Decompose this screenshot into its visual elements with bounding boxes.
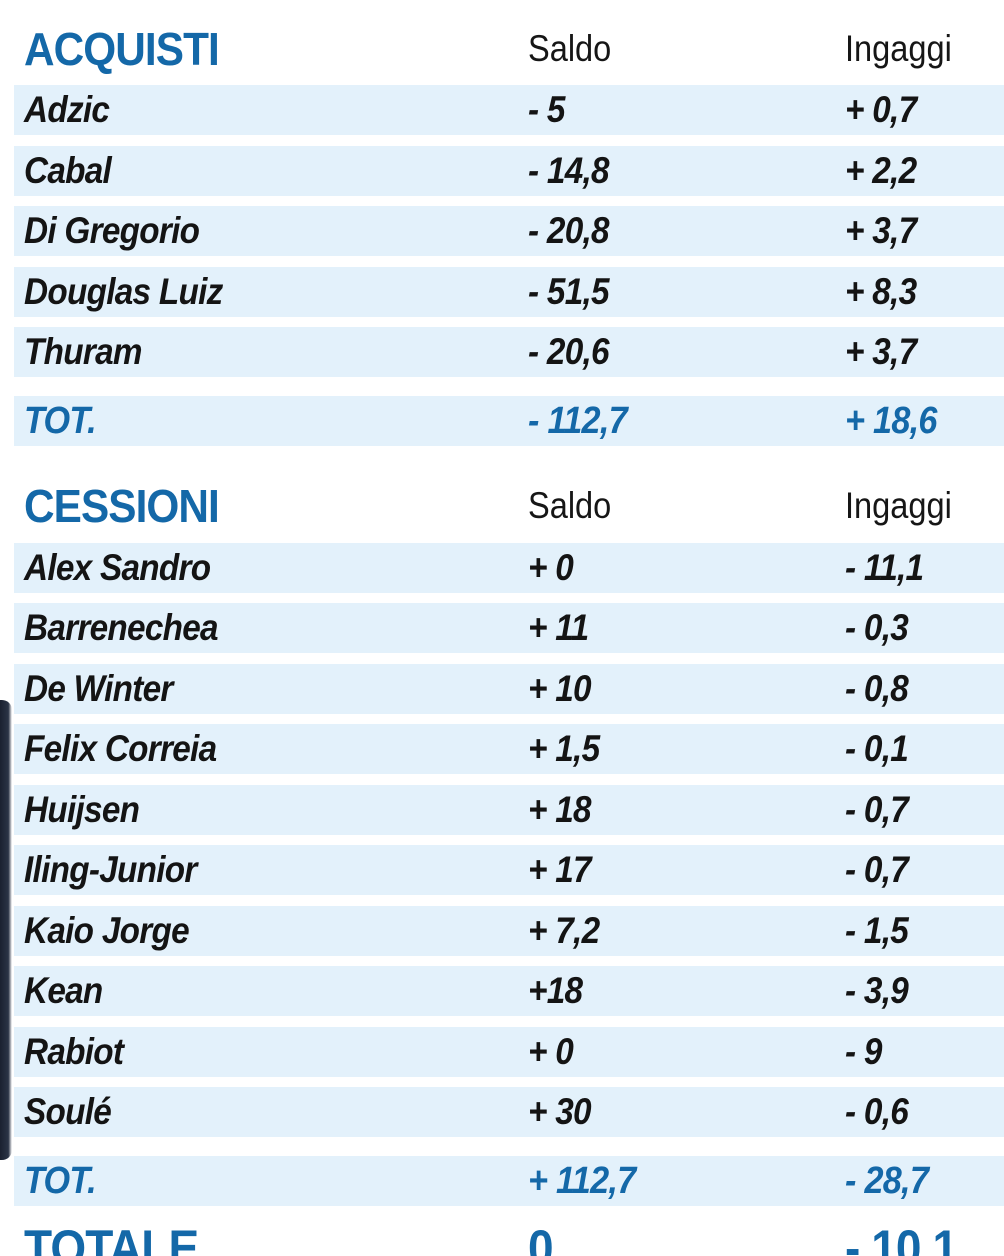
saldo-value: - 20,8: [528, 210, 610, 251]
cessioni-total-label: TOT.: [24, 1160, 97, 1202]
table-row: Douglas Luiz - 51,5 + 8,3: [0, 267, 1004, 317]
cessioni-total-saldo: + 112,7: [528, 1160, 636, 1202]
ingaggi-value: + 3,7: [845, 210, 917, 251]
table-row: Soulé + 30 - 0,6: [0, 1087, 1004, 1137]
saldo-value: + 11: [528, 607, 589, 648]
player-name: Di Gregorio: [24, 210, 200, 251]
player-name: Adzic: [24, 89, 110, 130]
cessioni-col-saldo: Saldo: [528, 485, 612, 526]
saldo-value: + 0: [528, 1031, 574, 1072]
cessioni-col-ingaggi: Ingaggi: [845, 485, 952, 526]
ingaggi-value: - 3,9: [845, 970, 909, 1011]
ingaggi-value: + 8,3: [845, 271, 917, 312]
ingaggi-value: - 1,5: [845, 910, 909, 951]
ingaggi-value: - 0,8: [845, 668, 909, 709]
table-row: Iling-Junior + 17 - 0,7: [0, 845, 1004, 895]
player-name: Barrenechea: [24, 607, 219, 648]
ingaggi-value: - 0,7: [845, 849, 909, 890]
ingaggi-value: - 9: [845, 1031, 882, 1072]
saldo-value: - 14,8: [528, 150, 610, 191]
saldo-value: + 10: [528, 668, 592, 709]
player-name: Rabiot: [24, 1031, 124, 1072]
saldo-value: - 20,6: [528, 331, 610, 372]
table-row: Cabal - 14,8 + 2,2: [0, 146, 1004, 196]
ingaggi-value: - 11,1: [845, 547, 924, 588]
grand-total-row: TOTALE 0 - 10,1: [0, 1218, 1004, 1256]
saldo-value: + 17: [528, 849, 592, 890]
acquisti-header: ACQUISTI Saldo Ingaggi: [0, 24, 1004, 74]
saldo-value: - 5: [528, 89, 565, 130]
cessioni-header: CESSIONI Saldo Ingaggi: [0, 481, 1004, 531]
saldo-value: + 0: [528, 547, 574, 588]
player-name: Kaio Jorge: [24, 910, 190, 951]
acquisti-total-row: TOT. - 112,7 + 18,6: [0, 396, 1004, 446]
table-row: Di Gregorio - 20,8 + 3,7: [0, 206, 1004, 256]
acquisti-total-saldo: - 112,7: [528, 400, 628, 442]
table-row: Kaio Jorge + 7,2 - 1,5: [0, 906, 1004, 956]
table-row: Rabiot + 0 - 9: [0, 1027, 1004, 1077]
saldo-value: - 51,5: [528, 271, 610, 312]
ingaggi-value: + 0,7: [845, 89, 917, 130]
grand-total-ingaggi: - 10,1: [845, 1220, 958, 1256]
saldo-value: + 7,2: [528, 910, 600, 951]
table-row: Alex Sandro + 0 - 11,1: [0, 543, 1004, 593]
table-row: Adzic - 5 + 0,7: [0, 85, 1004, 135]
ingaggi-value: - 0,6: [845, 1091, 909, 1132]
ingaggi-value: - 0,3: [845, 607, 909, 648]
player-name: Soulé: [24, 1091, 112, 1132]
saldo-value: + 18: [528, 789, 592, 830]
ingaggi-value: + 3,7: [845, 331, 917, 372]
table-row: Kean +18 - 3,9: [0, 966, 1004, 1016]
acquisti-col-ingaggi: Ingaggi: [845, 28, 952, 69]
player-name: Alex Sandro: [24, 547, 211, 588]
player-photo-edge: [0, 700, 12, 1160]
player-name: De Winter: [24, 668, 173, 709]
saldo-value: + 30: [528, 1091, 592, 1132]
acquisti-total-label: TOT.: [24, 400, 97, 442]
cessioni-title: CESSIONI: [24, 480, 220, 532]
player-name: Douglas Luiz: [24, 271, 223, 312]
cessioni-total-row: TOT. + 112,7 - 28,7: [0, 1156, 1004, 1206]
player-name: Iling-Junior: [24, 849, 197, 890]
grand-total-label: TOTALE: [24, 1220, 199, 1256]
saldo-value: +18: [528, 970, 583, 1011]
table-row: De Winter + 10 - 0,8: [0, 664, 1004, 714]
acquisti-col-saldo: Saldo: [528, 28, 612, 69]
player-name: Huijsen: [24, 789, 140, 830]
grand-total-saldo: 0: [528, 1220, 554, 1256]
ingaggi-value: - 0,1: [845, 728, 909, 769]
table-row: Felix Correia + 1,5 - 0,1: [0, 724, 1004, 774]
player-name: Thuram: [24, 331, 143, 372]
table-row: Huijsen + 18 - 0,7: [0, 785, 1004, 835]
cessioni-total-ingaggi: - 28,7: [845, 1160, 929, 1202]
acquisti-total-ingaggi: + 18,6: [845, 400, 937, 442]
acquisti-title: ACQUISTI: [24, 23, 220, 75]
table-row: Barrenechea + 11 - 0,3: [0, 603, 1004, 653]
ingaggi-value: + 2,2: [845, 150, 917, 191]
player-name: Cabal: [24, 150, 112, 191]
player-name: Felix Correia: [24, 728, 217, 769]
table-row: Thuram - 20,6 + 3,7: [0, 327, 1004, 377]
ingaggi-value: - 0,7: [845, 789, 909, 830]
player-name: Kean: [24, 970, 103, 1011]
saldo-value: + 1,5: [528, 728, 600, 769]
